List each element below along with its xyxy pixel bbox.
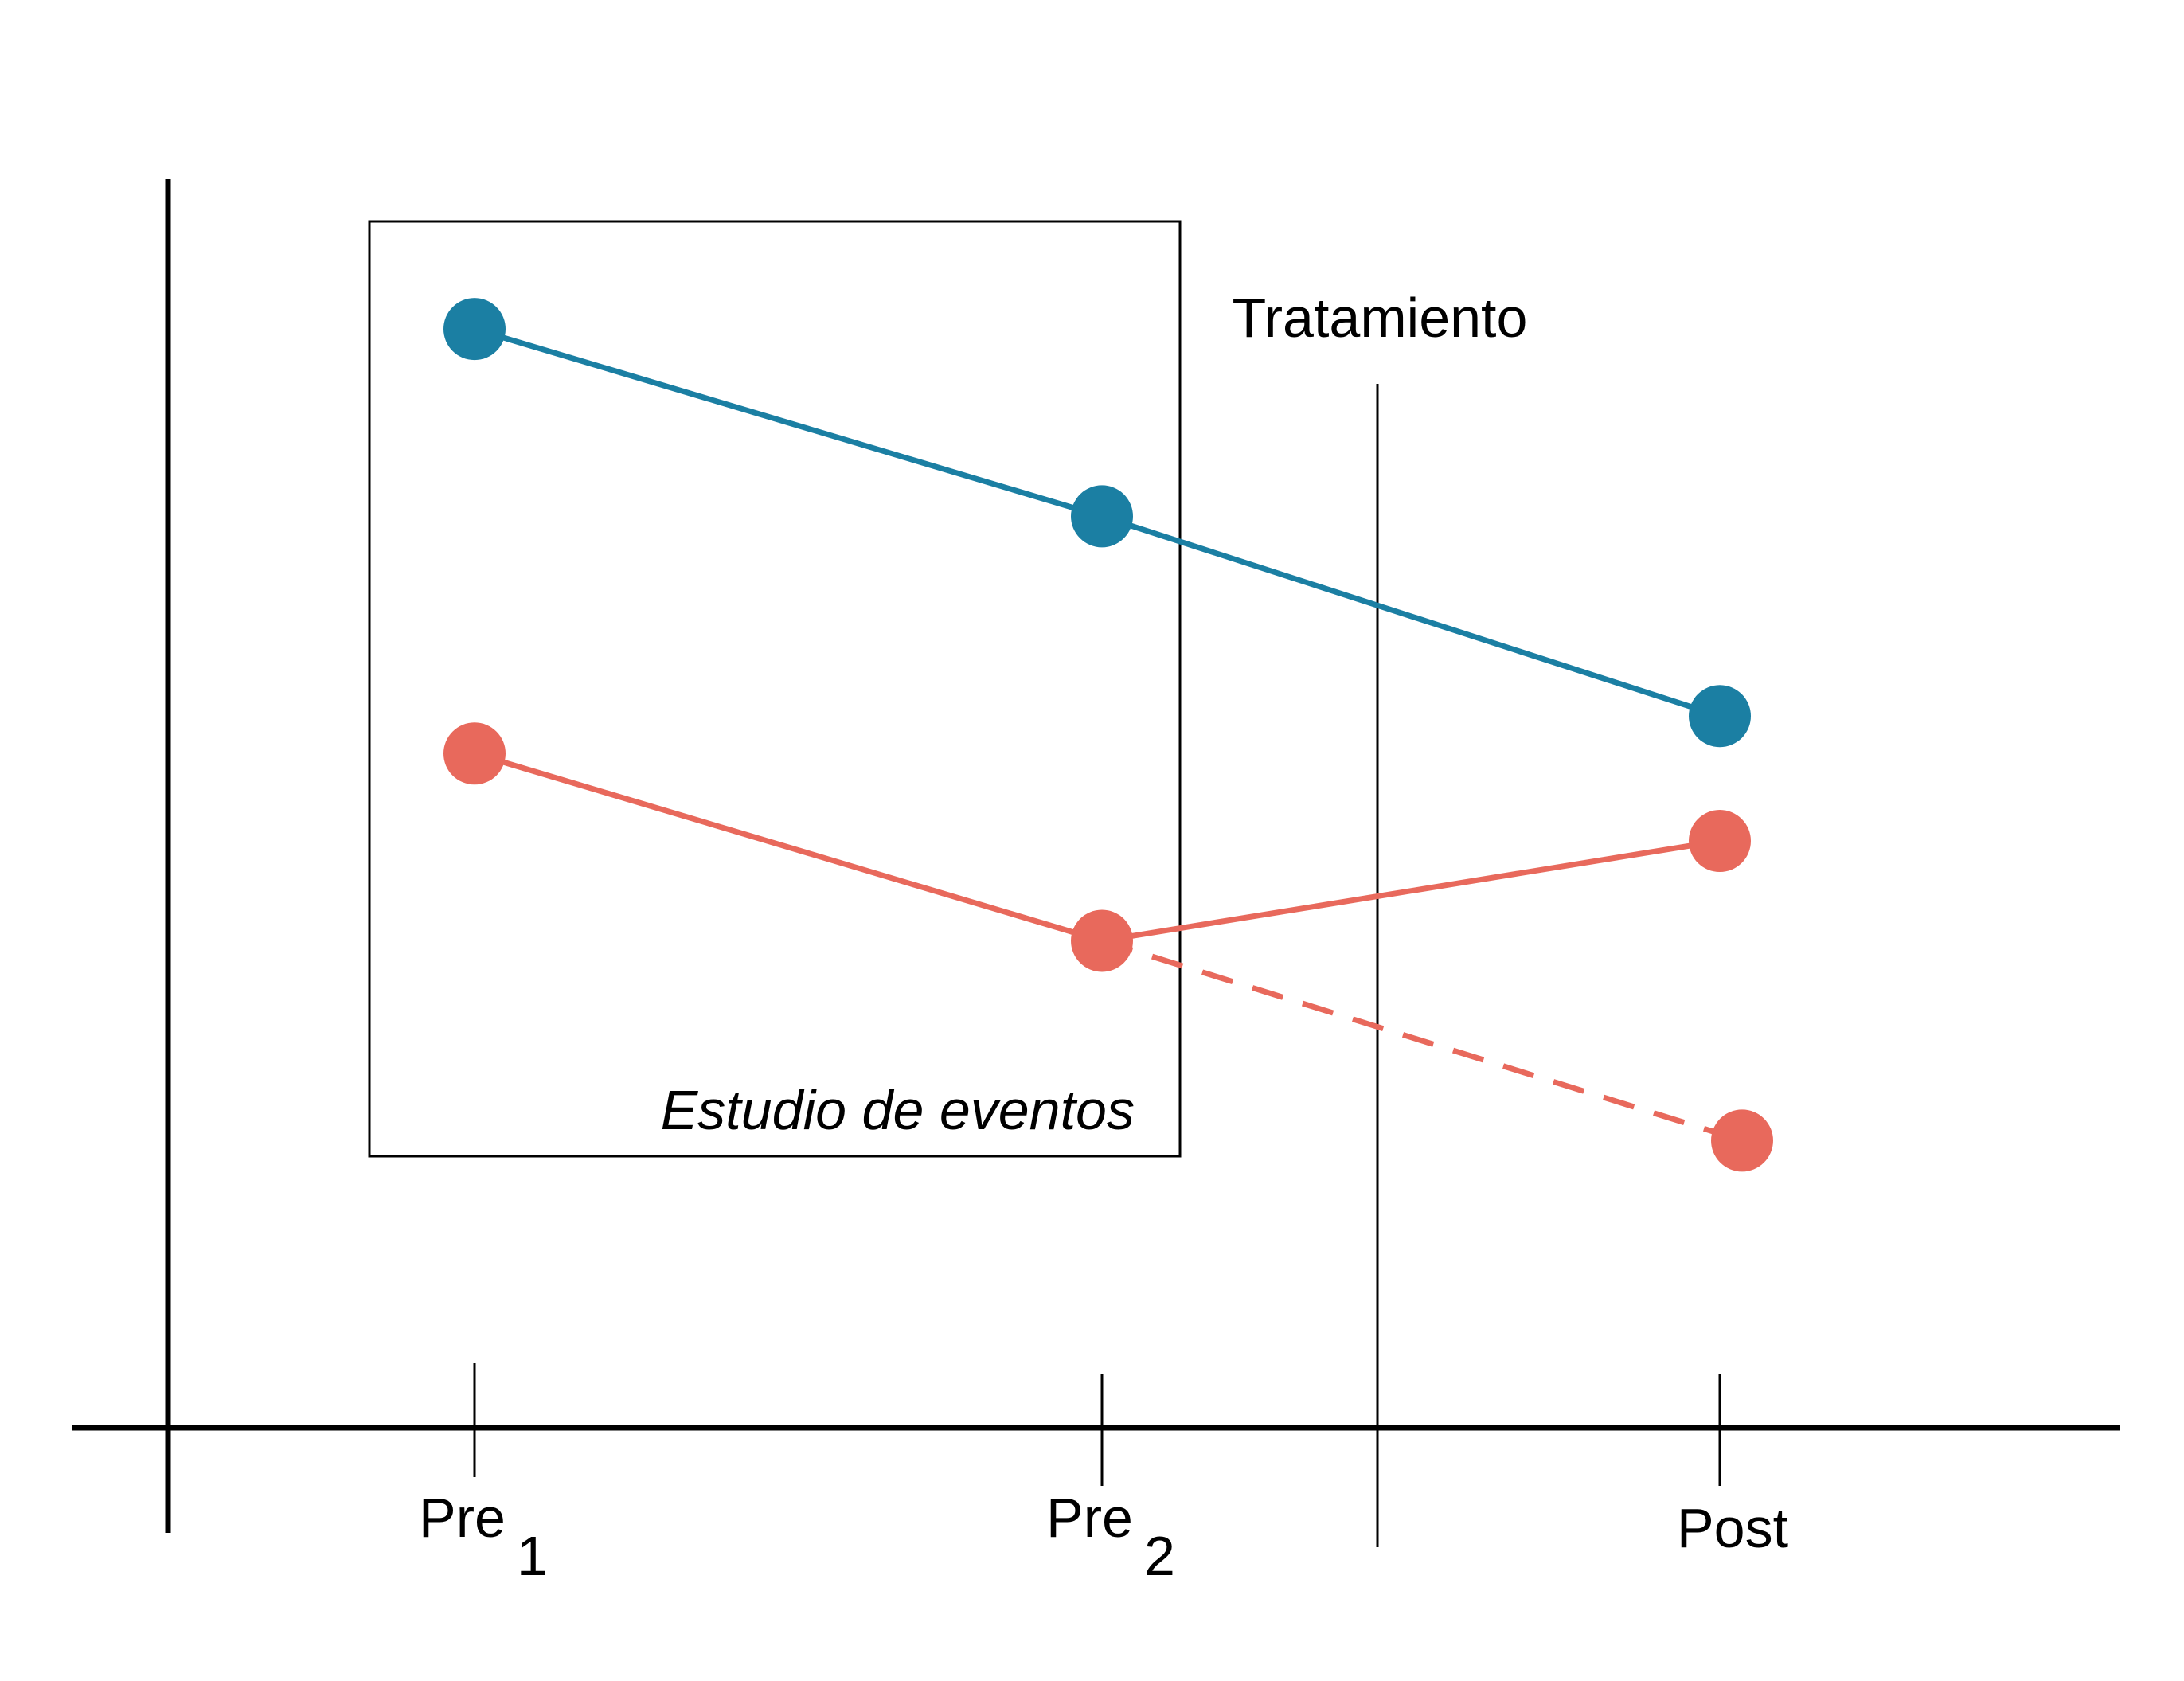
treatment-label: Tratamiento xyxy=(1233,287,1528,349)
series-3-point-2 xyxy=(1711,1109,1773,1172)
event-study-box-group: Estudio de eventos xyxy=(368,220,1182,1158)
x-tick-label-main: Pre xyxy=(1046,1487,1133,1549)
series-2-point-3 xyxy=(1689,810,1751,873)
series-1-point-2 xyxy=(1071,485,1133,548)
event-study-label: Estudio de eventos xyxy=(661,1079,1135,1141)
series-1-point-3 xyxy=(1689,685,1751,748)
series-line-3 xyxy=(1100,938,1744,1143)
series-1-point-1 xyxy=(443,298,506,361)
x-tick-label-3: Post xyxy=(1677,1497,1788,1559)
series-2-point-1 xyxy=(443,722,506,785)
series-2-point-2 xyxy=(1071,909,1133,972)
event-study-box xyxy=(368,220,1182,1158)
x-tick-label-subscript: 1 xyxy=(517,1525,548,1587)
series-group xyxy=(443,298,1773,1172)
axes-layer xyxy=(72,179,2120,1533)
x-tick-label-main: Pre xyxy=(419,1487,506,1549)
x-tick-label-1: Pre1 xyxy=(419,1487,548,1587)
treatment-group: Tratamiento xyxy=(1233,287,1528,1547)
x-tick-label-subscript: 2 xyxy=(1144,1525,1175,1587)
x-tick-label-2: Pre2 xyxy=(1046,1487,1175,1587)
